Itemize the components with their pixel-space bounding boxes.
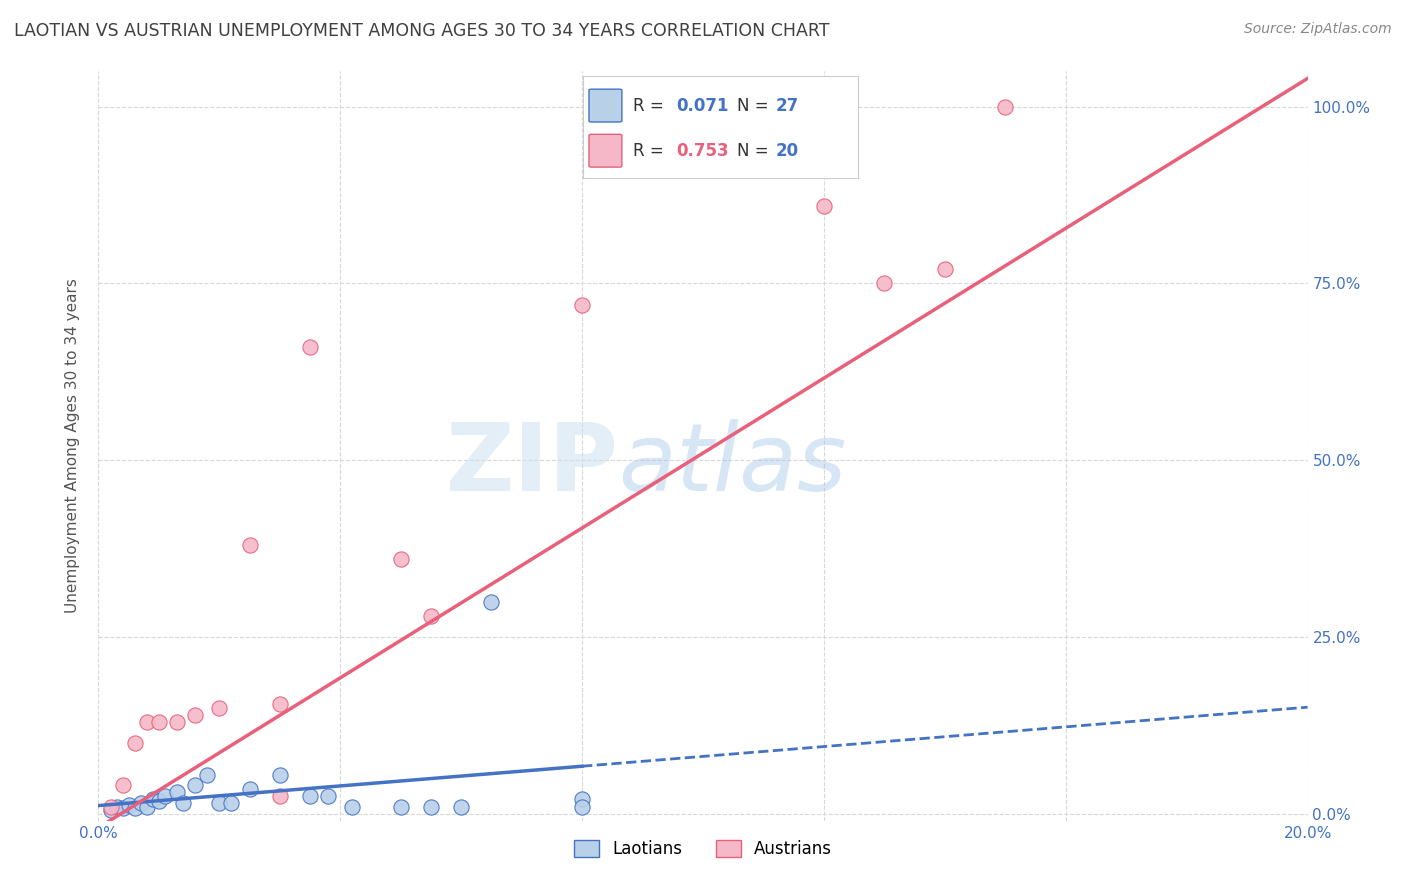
- Text: N =: N =: [737, 96, 773, 114]
- Point: [135, 714, 157, 729]
- Point: [299, 789, 322, 803]
- Point: [389, 799, 412, 814]
- Text: atlas: atlas: [619, 419, 846, 510]
- FancyBboxPatch shape: [589, 135, 621, 167]
- Point: [172, 796, 194, 810]
- Text: 0.753: 0.753: [676, 142, 730, 160]
- FancyBboxPatch shape: [589, 89, 621, 122]
- Point: [571, 298, 593, 312]
- Point: [105, 799, 128, 814]
- Point: [142, 792, 165, 806]
- Point: [994, 100, 1017, 114]
- Point: [239, 781, 262, 796]
- Point: [389, 552, 412, 566]
- Point: [342, 799, 364, 814]
- Point: [269, 697, 291, 711]
- Point: [124, 736, 146, 750]
- Text: 20: 20: [776, 142, 799, 160]
- Point: [118, 798, 141, 813]
- Point: [184, 707, 207, 722]
- Point: [450, 799, 472, 814]
- Text: LAOTIAN VS AUSTRIAN UNEMPLOYMENT AMONG AGES 30 TO 34 YEARS CORRELATION CHART: LAOTIAN VS AUSTRIAN UNEMPLOYMENT AMONG A…: [14, 22, 830, 40]
- Point: [208, 796, 231, 810]
- Point: [100, 803, 122, 817]
- Point: [135, 799, 157, 814]
- Y-axis label: Unemployment Among Ages 30 to 34 years: Unemployment Among Ages 30 to 34 years: [65, 278, 80, 614]
- Text: ZIP: ZIP: [446, 418, 619, 511]
- Point: [269, 789, 291, 803]
- Text: Source: ZipAtlas.com: Source: ZipAtlas.com: [1244, 22, 1392, 37]
- Point: [813, 199, 835, 213]
- Text: N =: N =: [737, 142, 773, 160]
- Point: [129, 796, 152, 810]
- Point: [602, 100, 624, 114]
- Text: 0.071: 0.071: [676, 96, 730, 114]
- Point: [184, 778, 207, 792]
- Point: [571, 799, 593, 814]
- Point: [148, 714, 170, 729]
- Point: [571, 792, 593, 806]
- Text: R =: R =: [633, 96, 669, 114]
- Point: [100, 799, 122, 814]
- Point: [873, 277, 896, 291]
- Point: [208, 700, 231, 714]
- Point: [124, 801, 146, 815]
- Legend: Laotians, Austrians: Laotians, Austrians: [568, 833, 838, 864]
- Point: [420, 799, 443, 814]
- Point: [195, 767, 218, 781]
- Point: [153, 789, 176, 803]
- Point: [166, 714, 188, 729]
- Text: R =: R =: [633, 142, 669, 160]
- Point: [299, 340, 322, 354]
- Point: [111, 801, 134, 815]
- Point: [239, 538, 262, 552]
- Point: [166, 785, 188, 799]
- Point: [934, 262, 956, 277]
- Point: [316, 789, 339, 803]
- Point: [481, 594, 503, 608]
- Point: [420, 608, 443, 623]
- Point: [269, 767, 291, 781]
- Point: [148, 794, 170, 808]
- Text: 27: 27: [776, 96, 799, 114]
- Point: [221, 796, 243, 810]
- Point: [111, 778, 134, 792]
